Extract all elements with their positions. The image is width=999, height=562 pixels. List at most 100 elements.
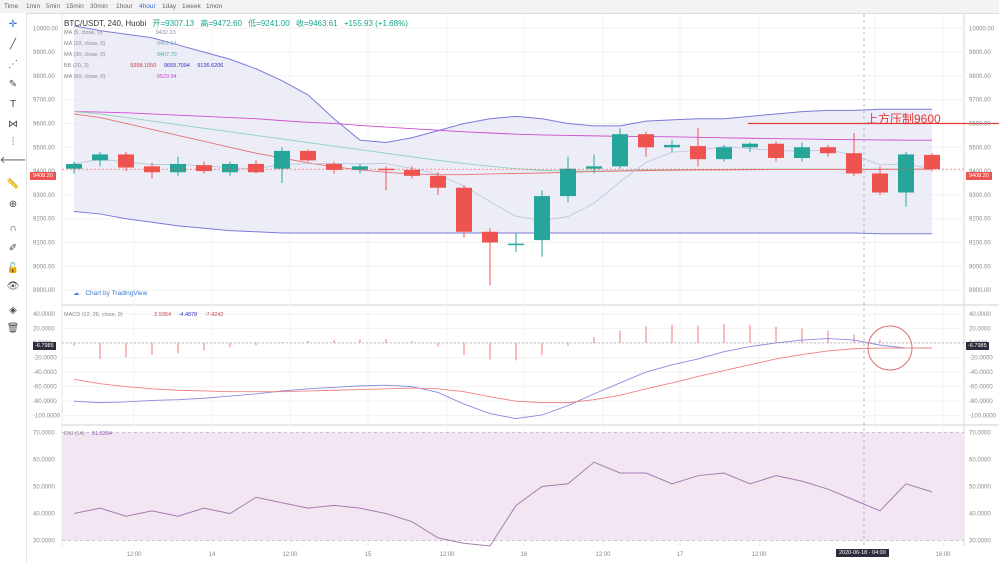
fib-icon[interactable]: ⋰ [8,58,18,70]
eye-icon[interactable]: 👁 [6,280,20,292]
bollinger-fill [74,25,932,234]
layers-icon[interactable]: ◈ [9,304,17,316]
tf-1mon[interactable]: 1mon [206,3,223,10]
candle-body [768,143,784,158]
tf-1week[interactable]: 1week [182,3,201,10]
signal-line [73,347,932,404]
candle-body [742,143,758,148]
measure-icon[interactable]: ⫶ [11,136,15,148]
candle-body [248,163,264,173]
price-tick-label-left: 9600.00 [33,121,55,127]
legend-value: -4.4878 [178,312,198,318]
candle-body [482,231,498,243]
price-tick-label-left: 9500.00 [33,145,55,151]
candle-body [378,168,394,171]
time-tick-label: 17 [677,552,684,558]
rsi-tick-label-right: 70.0000 [969,430,991,436]
price-tick-label-left: 9200.00 [33,217,55,223]
legend-value: 9461.64 [156,41,177,47]
brush-icon[interactable]: ✎ [8,78,18,90]
price-tick-label-left: 8900.00 [33,288,55,294]
time-tick-label: 16:00 [935,552,951,558]
highlight-circle [867,325,913,371]
price-tick-label-left: 9700.00 [33,98,55,104]
price-tick-label-left: 9000.00 [33,264,55,270]
macd-tick-label-right: -60.0000 [969,385,993,391]
legend-rsi[interactable]: RSI (14) 51.3294 [64,431,112,437]
trash-icon[interactable]: 🗑 [6,322,20,334]
rsi-tick-label-left: 30.0000 [33,539,55,545]
tf-4hour[interactable]: 4hour [139,3,156,10]
candle-body [170,163,186,173]
macd-tick-label-left: -80.0000 [33,399,57,405]
legend-macd[interactable]: MACD (12, 26, close, 9) 2.9364 -4.4878 -… [64,312,223,318]
price-tick-label-right: 9900.00 [969,50,991,56]
trendline-icon[interactable]: ╱ [9,38,17,50]
crosshair-icon[interactable]: ✛ [8,18,18,30]
price-tick-label-right: 9100.00 [969,240,991,246]
rsi-tick-label-right: 30.0000 [969,539,991,545]
tradingview-watermark[interactable]: ☁ Chart by TradingView [73,289,147,297]
macd-tick-label-left: -20.0000 [33,355,57,361]
legend-ma5[interactable]: MA (5, close, 0) 9432.23 [64,30,176,36]
legend-ma30[interactable]: MA (30, close, 0) 9407.70 [64,52,177,58]
tf-1hour[interactable]: 1hour [116,3,133,10]
tf-time[interactable]: Time [4,3,19,10]
candles [62,122,999,286]
cloud-icon: ☁ [73,290,80,297]
candle-body [924,154,940,170]
lock-drawing-icon[interactable]: ✐ [8,242,18,254]
rsi-band-fill [62,432,964,541]
rsi-tick-label-right: 50.0000 [969,485,991,491]
legend-label: MA (5, close, 0) [64,30,103,36]
legend-ma60[interactable]: MA (60, close, 0) 9529.94 [64,74,177,80]
candle-body [794,147,810,158]
tf-30min[interactable]: 30min [90,3,108,10]
price-tick-label-left: 9100.00 [33,240,55,246]
candle-body [560,168,576,197]
legend-value: 9659.7094 [163,63,190,69]
legend-label: MA (60, close, 0) [64,74,106,80]
rsi-tick-label-left: 40.0000 [33,512,55,518]
time-tick-label: 12:00 [595,552,611,558]
tf-15min[interactable]: 15min [66,3,84,10]
pattern-icon[interactable]: ⋈ [8,118,18,130]
candle-body [326,163,342,170]
close-value: 收=9463.61 [295,19,338,28]
tf-1day[interactable]: 1day [162,3,177,10]
macd-tick-label-right: 20.0000 [969,326,991,332]
rsi-tick-label-right: 60.0000 [969,457,991,463]
zoom-in-icon[interactable]: ⊕ [8,198,18,210]
candle-body [716,147,732,160]
candle-body [690,146,706,160]
time-tick-label: 15 [365,552,372,558]
legend-label: MA (30, close, 0) [64,52,106,58]
magnet-icon[interactable]: ∩ [9,222,17,234]
legend-ma10[interactable]: MA (10, close, 0) 9461.64 [64,41,177,47]
drawing-toolbar: ✛ ╱ ⋰ ✎ T ⋈ ⫶ 🡐 📏 ⊕ ∩ ✐ 🔓 👁 ◈ 🗑 [0,13,27,562]
macd-tick-label-left: -60.0000 [33,385,57,391]
price-tick-label-right: 9000.00 [969,264,991,270]
legend-value: 9398.1650 [130,63,157,69]
candle-body [404,169,420,176]
watermark-text: Chart by TradingView [85,290,148,297]
macd-tag-right: -6.7985 [966,342,989,350]
symbol-header: BTC/USDT, 240, Huobi 开=9307.13 高=9472.60… [64,18,408,29]
candle-body [638,134,654,148]
text-icon[interactable]: T [9,98,17,110]
back-arrow-icon[interactable]: 🡐 [0,155,27,166]
legend-bb[interactable]: BB (20, 2) 9398.1650 9659.7094 9136.6206 [64,63,223,69]
candle-body [846,153,862,174]
legend-value: -7.4242 [204,312,224,318]
tf-5min[interactable]: 5min [46,3,61,10]
crosshair-time-label: 2020-06-18 - 04:00 [836,549,889,557]
candle-body [872,173,888,193]
tf-1min[interactable]: 1min [26,3,41,10]
lock-icon[interactable]: 🔓 [6,262,20,274]
indicator-lines [73,25,933,235]
time-tick-label: 12:00 [751,552,767,558]
ruler-icon[interactable]: 📏 [6,178,20,190]
rsi-tick-label-left: 70.0000 [33,430,55,436]
candle-body [222,163,238,173]
